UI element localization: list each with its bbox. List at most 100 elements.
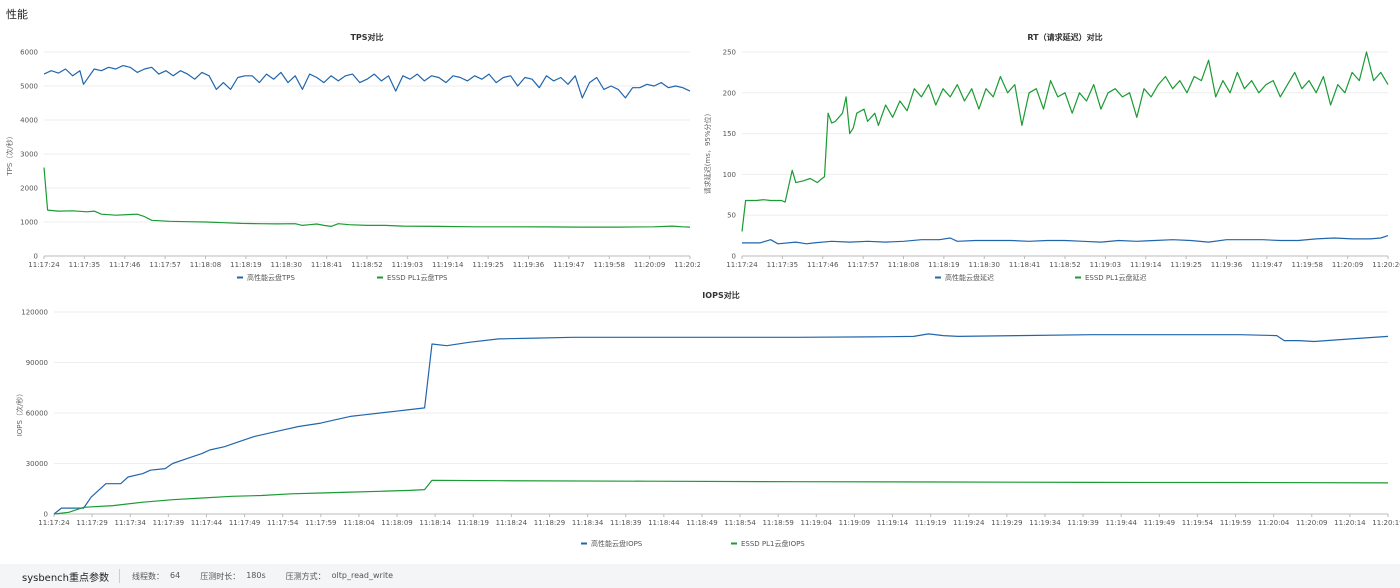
x-tick-label: 11:17:24: [726, 261, 758, 269]
footer-divider: [119, 569, 121, 583]
y-tick-label: 200: [723, 89, 736, 97]
x-tick-label: 11:19:03: [392, 261, 423, 269]
legend-label[interactable]: 高性能云盘延迟: [945, 273, 994, 282]
x-tick-label: 11:17:54: [267, 519, 299, 527]
x-tick-label: 11:19:47: [1251, 261, 1282, 269]
legend-label[interactable]: ESSD PL1云盘IOPS: [741, 539, 805, 548]
x-tick-label: 11:17:59: [305, 519, 336, 527]
y-tick-label: 30000: [26, 460, 48, 468]
param-duration: 压测时长： 180s: [200, 571, 265, 582]
x-tick-label: 11:18:52: [1049, 261, 1080, 269]
y-tick-label: 3000: [20, 151, 38, 159]
x-tick-label: 11:17:29: [76, 519, 107, 527]
iops-chart: IOPS对比 0 30000 60000 90000 120000 IOPS（次/秒） 11:…: [0, 284, 1400, 554]
x-tick-label: 11:17:35: [69, 261, 100, 269]
y-tick-label: 100: [723, 171, 736, 179]
tps-chart-title: TPS对比: [350, 32, 383, 42]
iops-series-line-0: [53, 333, 1389, 515]
x-tick-label: 11:19:14: [1130, 261, 1162, 269]
x-tick-label: 11:18:19: [458, 519, 489, 527]
x-tick-label: 11:19:03: [1090, 261, 1121, 269]
x-tick-label: 11:19:36: [513, 261, 545, 269]
x-tick-label: 11:18:24: [496, 519, 528, 527]
x-tick-label: 11:18:09: [381, 519, 412, 527]
footer-title: sysbench重点参数: [22, 572, 110, 584]
x-tick-label: 11:19:24: [953, 519, 985, 527]
x-tick-label: 11:19:34: [1029, 519, 1061, 527]
x-tick-label: 11:19:39: [1067, 519, 1098, 527]
legend-label[interactable]: 高性能云盘TPS: [247, 273, 295, 282]
x-tick-label: 11:20:19: [1372, 519, 1400, 527]
rt-chart-svg: RT（请求延迟）对比 0 50 100 150 200 250 请求延迟(ms，95%分位) 1…: [703, 32, 1400, 282]
tps-chart: TPS对比 0 1000 2000 3000 4000 5000 6000 TPS（次/秒） 11…: [0, 26, 700, 288]
legend-label[interactable]: 高性能云盘IOPS: [591, 539, 643, 548]
section-title: 性能: [6, 8, 28, 21]
x-tick-label: 11:19:44: [1105, 519, 1137, 527]
x-tick-label: 11:18:59: [762, 519, 793, 527]
y-tick-label: 2000: [20, 185, 38, 193]
param-label: 压测方式：: [285, 571, 326, 581]
rt-series-line-1: [741, 51, 1389, 232]
x-tick-label: 11:17:57: [847, 261, 878, 269]
rt-series-line-0: [742, 235, 1389, 245]
x-tick-label: 11:19:14: [432, 261, 464, 269]
x-tick-label: 11:20:20: [674, 261, 700, 269]
y-tick-label: 0: [732, 253, 736, 261]
x-tick-label: 11:17:24: [38, 519, 70, 527]
footer-params-bar: sysbench重点参数 线程数： 64 压测时长： 180s 压测方式： ol…: [0, 564, 1400, 588]
y-tick-label: 60000: [26, 410, 48, 418]
x-tick-label: 11:19:58: [1292, 261, 1323, 269]
x-tick-label: 11:18:41: [311, 261, 342, 269]
x-tick-label: 11:19:14: [877, 519, 909, 527]
x-tick-label: 11:17:49: [229, 519, 260, 527]
y-tick-label: 150: [723, 130, 736, 138]
x-tick-label: 11:20:20: [1372, 261, 1400, 269]
x-tick-label: 11:18:41: [1009, 261, 1040, 269]
x-tick-label: 11:19:04: [801, 519, 833, 527]
param-value: 180s: [246, 570, 266, 580]
x-tick-label: 11:18:30: [969, 261, 1000, 269]
y-tick-label: 0: [34, 253, 38, 261]
x-tick-label: 11:20:14: [1334, 519, 1366, 527]
param-label: 线程数：: [132, 571, 165, 581]
iops-chart-svg: IOPS对比 0 30000 60000 90000 120000 IOPS（次/秒） 11:…: [15, 290, 1400, 548]
x-tick-label: 11:18:19: [928, 261, 959, 269]
x-tick-label: 11:17:44: [191, 519, 223, 527]
param-threads: 线程数： 64: [132, 571, 180, 582]
legend-label[interactable]: ESSD PL1云盘TPS: [387, 273, 448, 282]
x-tick-label: 11:19:25: [1170, 261, 1201, 269]
x-tick-label: 11:18:30: [271, 261, 302, 269]
x-tick-label: 11:20:09: [1296, 519, 1327, 527]
x-tick-label: 11:17:46: [109, 261, 141, 269]
x-tick-label: 11:19:09: [839, 519, 870, 527]
x-tick-label: 11:18:52: [351, 261, 382, 269]
y-tick-label: 1000: [20, 219, 38, 227]
param-mode: 压测方式： oltp_read_write: [286, 571, 393, 582]
x-tick-label: 11:18:34: [572, 519, 604, 527]
y-axis-label: TPS（次/秒）: [5, 132, 14, 176]
x-tick-label: 11:19:58: [594, 261, 625, 269]
param-value: 64: [170, 570, 181, 580]
tps-series-line-0: [43, 65, 691, 99]
tps-chart-svg: TPS对比 0 1000 2000 3000 4000 5000 6000 TPS（次/秒） 11…: [5, 32, 700, 282]
x-tick-label: 11:17:34: [115, 519, 147, 527]
legend-label[interactable]: ESSD PL1云盘延迟: [1085, 273, 1147, 282]
x-tick-label: 11:17:24: [28, 261, 60, 269]
x-tick-label: 11:19:49: [1144, 519, 1175, 527]
x-tick-label: 11:19:47: [553, 261, 584, 269]
iops-series-line-1: [53, 479, 1389, 515]
x-tick-label: 11:18:08: [888, 261, 919, 269]
x-tick-label: 11:19:59: [1220, 519, 1251, 527]
rt-chart: RT（请求延迟）对比 0 50 100 150 200 250 请求延迟(ms，95%分位) 1…: [700, 26, 1400, 288]
x-tick-label: 11:19:54: [1182, 519, 1214, 527]
y-tick-label: 250: [723, 49, 736, 57]
x-tick-label: 11:18:14: [419, 519, 451, 527]
rt-chart-title: RT（请求延迟）对比: [1027, 32, 1102, 42]
x-tick-label: 11:19:29: [991, 519, 1022, 527]
y-tick-label: 5000: [20, 83, 38, 91]
y-tick-label: 0: [44, 511, 48, 519]
param-value: oltp_read_write: [331, 570, 394, 580]
y-axis-label: IOPS（次/秒）: [15, 390, 24, 437]
x-tick-label: 11:18:54: [724, 519, 756, 527]
x-tick-label: 11:18:29: [534, 519, 565, 527]
